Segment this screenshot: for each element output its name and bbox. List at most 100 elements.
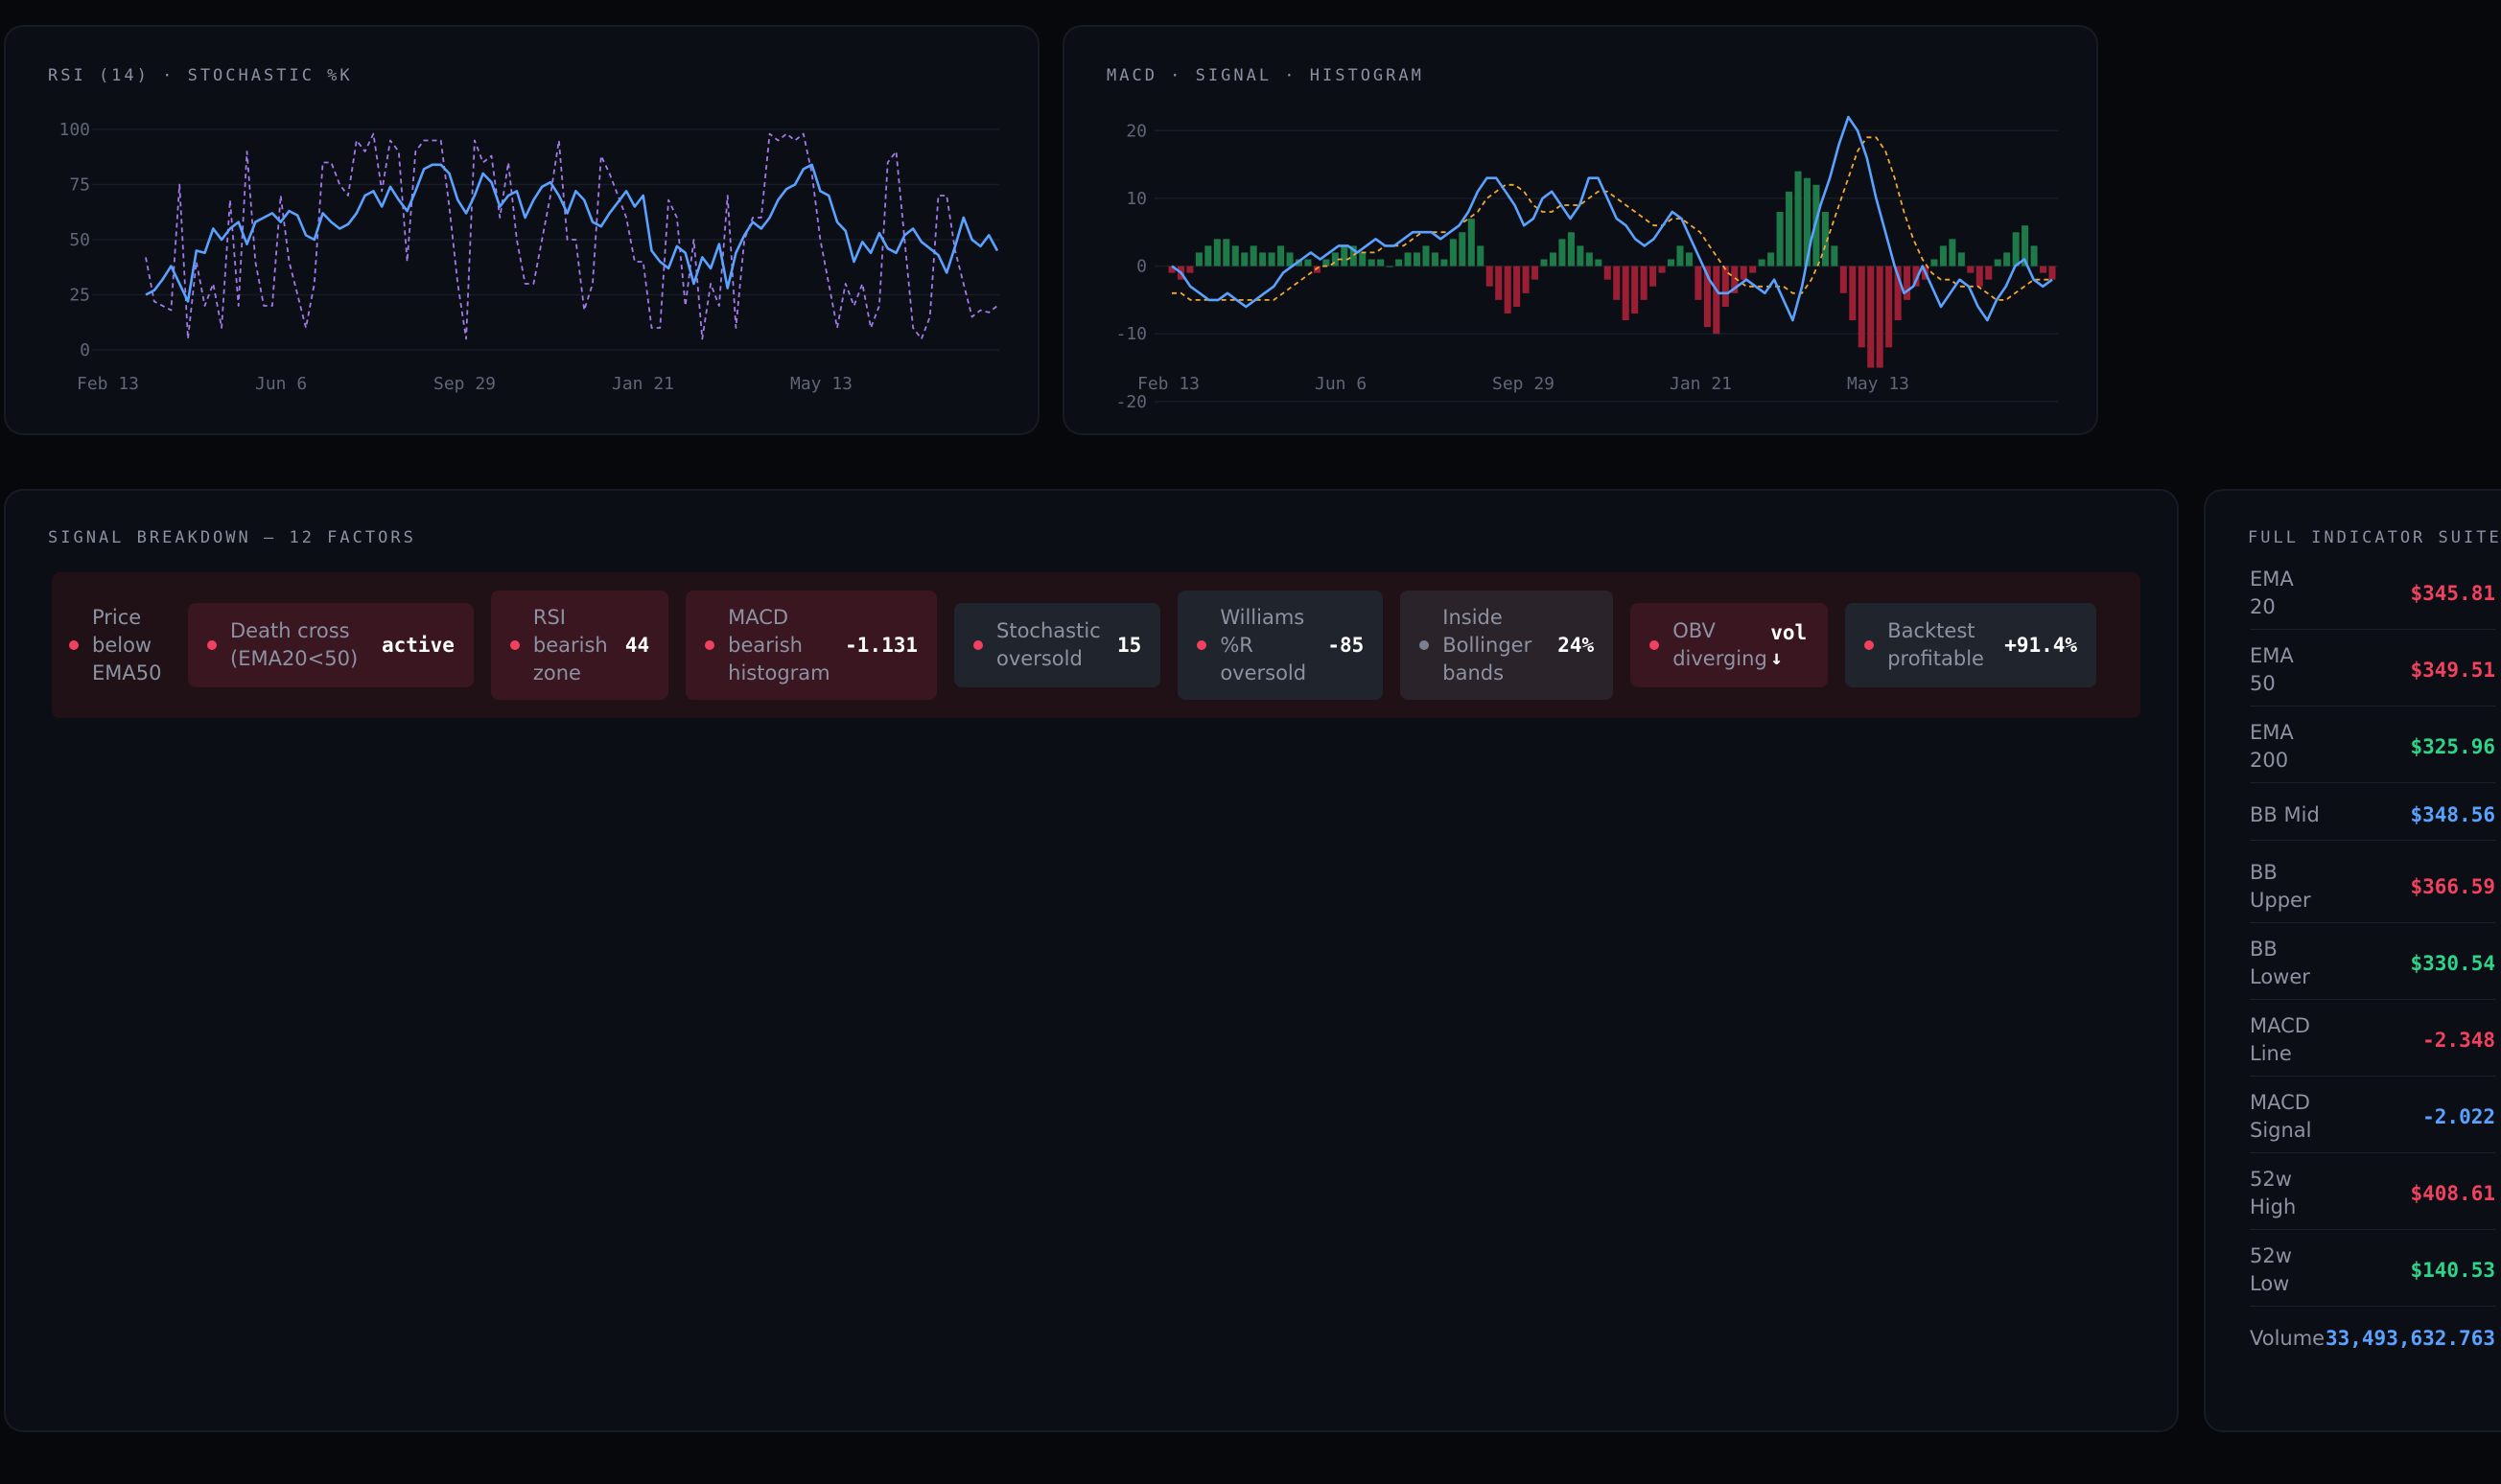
- histogram-bar: [1930, 259, 1938, 267]
- histogram-bar: [1622, 266, 1629, 321]
- macd-series-line: [1171, 115, 2053, 322]
- histogram-bar: [1367, 259, 1375, 267]
- histogram-bar: [1567, 232, 1575, 267]
- signal-breakdown-panel: SIGNAL BREAKDOWN — 12 FACTORS Price belo…: [4, 489, 2179, 1432]
- signal-chip[interactable]: Stochastic oversold 15: [954, 603, 1161, 687]
- histogram-bar: [1349, 245, 1357, 267]
- y-tick-label: 0: [1136, 257, 1147, 277]
- indicator-label: 52w Low: [2250, 1244, 2292, 1295]
- histogram-bar: [1831, 245, 1838, 267]
- histogram-bar: [1168, 266, 1176, 273]
- histogram-bar: [1558, 239, 1566, 267]
- histogram-bar: [1994, 259, 2001, 267]
- y-tick-label: 25: [69, 286, 90, 306]
- signal-chip-label: RSI bearish zone: [532, 605, 608, 684]
- histogram-bar: [1640, 266, 1648, 300]
- histogram-bar: [1749, 266, 1757, 273]
- histogram-bar: [1223, 239, 1230, 267]
- signal-series-line: [1172, 136, 2052, 301]
- signal-chip-label: OBV diverging: [1672, 619, 1767, 670]
- histogram-bar: [1758, 259, 1765, 267]
- status-dot: [705, 640, 715, 650]
- indicator-label: Volume: [2250, 1326, 2326, 1350]
- histogram-bar: [1395, 259, 1403, 267]
- histogram-bar: [1549, 252, 1556, 267]
- indicator-suite-title: FULL INDICATOR SUITE: [2248, 528, 2501, 547]
- indicator-label: BB Lower: [2250, 938, 2310, 988]
- histogram-bar: [1849, 266, 1857, 321]
- histogram-bar: [2030, 245, 2038, 267]
- histogram-bar: [1449, 239, 1457, 267]
- indicator-row: EMA 200 $325.96: [2250, 711, 2495, 783]
- x-tick-label: Jun 6: [255, 374, 307, 394]
- histogram-bar: [1204, 245, 1212, 267]
- histogram-bar: [1440, 259, 1448, 267]
- x-tick-label: May 13: [1847, 374, 1909, 394]
- histogram-bar: [1231, 245, 1239, 267]
- histogram-bar: [1286, 252, 1294, 267]
- y-tick-label: 0: [80, 340, 90, 360]
- signal-chip-label: Backtest profitable: [1887, 619, 1984, 670]
- histogram-bar: [1595, 259, 1602, 267]
- histogram-bar: [1858, 266, 1865, 348]
- indicator-list: EMA 20 $345.81 EMA 50 $349.51 EMA 200 $325.96…: [2206, 491, 2495, 1430]
- macd-panel-title: MACD · SIGNAL · HISTOGRAM: [1107, 66, 1424, 85]
- x-tick-label: Jun 6: [1315, 374, 1367, 394]
- histogram-bar: [1939, 245, 1947, 267]
- histogram-bar: [1331, 252, 1339, 267]
- histogram-bar: [1603, 266, 1611, 280]
- signal-chip-value: active: [382, 634, 455, 657]
- indicator-label: BB Mid: [2250, 802, 2320, 826]
- y-tick-label: -10: [1115, 324, 1147, 344]
- signal-chip[interactable]: RSI bearish zone 44: [490, 591, 669, 700]
- histogram-bar: [1631, 266, 1639, 314]
- histogram-bar: [1975, 266, 1983, 287]
- histogram-bar: [1485, 266, 1493, 287]
- histogram-bar: [2012, 232, 2020, 267]
- x-tick-label: Feb 13: [1137, 374, 1200, 394]
- indicator-label: MACD Line: [2250, 1014, 2310, 1065]
- histogram-bar: [2003, 252, 2011, 267]
- histogram-bar: [1949, 239, 1956, 267]
- y-tick-label: 75: [69, 175, 90, 196]
- signal-chip[interactable]: Inside Bollinger bands 24%: [1400, 591, 1614, 700]
- histogram-bar: [1186, 266, 1194, 273]
- signal-chip-label: MACD bearish histogram: [728, 605, 830, 684]
- indicator-row: MACD Signal -2.022: [2250, 1081, 2495, 1153]
- histogram-bar: [1839, 266, 1847, 293]
- histogram-bar: [1794, 171, 1802, 267]
- histogram-bar: [1613, 266, 1621, 300]
- signal-chip[interactable]: MACD bearish histogram -1.131: [686, 591, 938, 700]
- signal-chip[interactable]: Price below EMA50: [69, 591, 171, 700]
- signal-chip[interactable]: Death cross (EMA20<50) active: [188, 603, 474, 687]
- histogram-bar: [1740, 266, 1747, 280]
- histogram-bar: [1731, 266, 1739, 293]
- status-dot: [1864, 640, 1875, 650]
- histogram-bar: [1721, 266, 1729, 307]
- histogram-bar: [1894, 266, 1902, 321]
- histogram-bar: [1341, 245, 1348, 267]
- histogram-bar: [1703, 266, 1711, 328]
- indicator-value: $348.56: [2410, 803, 2495, 826]
- status-dot: [1197, 640, 1207, 650]
- histogram-bar: [1821, 212, 1829, 267]
- signal-chip[interactable]: Backtest profitable +91.4%: [1845, 603, 2097, 687]
- histogram-bar: [1585, 252, 1593, 267]
- histogram-bar: [1304, 259, 1312, 267]
- signal-chip-value: 44: [624, 634, 650, 657]
- histogram-bar: [1504, 266, 1511, 314]
- indicator-value: $330.54: [2410, 952, 2495, 975]
- indicator-value: $408.61: [2410, 1182, 2495, 1205]
- histogram-bar: [1540, 259, 1548, 267]
- signal-chip[interactable]: OBV diverging vol ↓: [1630, 603, 1829, 687]
- histogram-bar: [1867, 266, 1875, 368]
- signal-chip-value: -1.131: [845, 634, 919, 657]
- status-dot: [1419, 640, 1430, 650]
- signal-chip[interactable]: Williams %R oversold -85: [1178, 591, 1384, 700]
- indicator-row: BB Lower $330.54: [2250, 928, 2495, 1000]
- histogram-bar: [1377, 259, 1385, 267]
- y-tick-label: 20: [1126, 121, 1147, 141]
- histogram-bar: [1695, 266, 1702, 300]
- histogram-bar: [1195, 252, 1203, 267]
- indicator-label: BB Upper: [2250, 861, 2311, 912]
